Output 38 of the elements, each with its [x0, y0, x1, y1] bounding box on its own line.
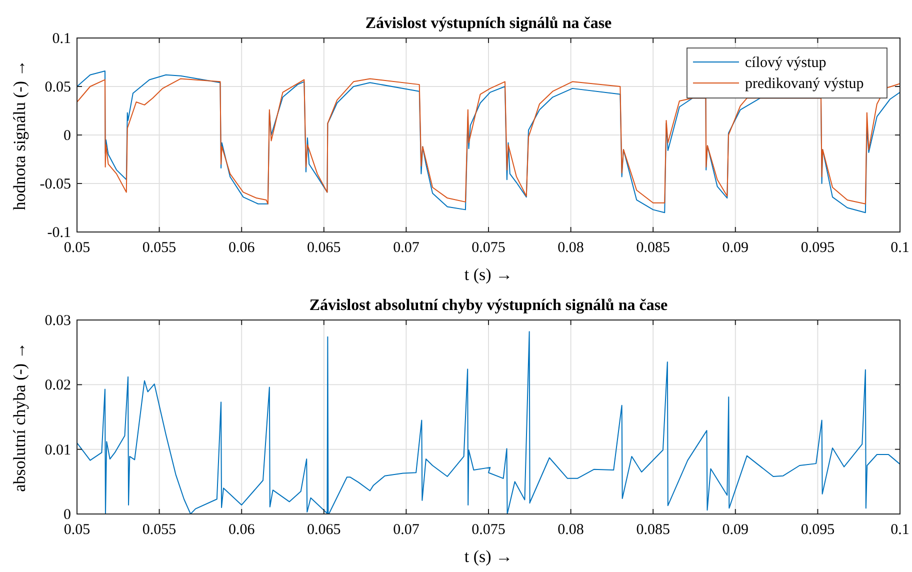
x-tick-label: 0.085 — [636, 522, 670, 538]
y-tick-label: 0.02 — [44, 378, 71, 394]
x-tick-label: 0.09 — [722, 240, 749, 256]
x-tick-label: 0.055 — [142, 240, 176, 256]
chart-title: Závislost absolutní chyby výstupních signálů na čase — [309, 297, 668, 314]
x-tick-label: 0.055 — [142, 522, 176, 538]
y-tick-label: 0.01 — [44, 442, 71, 458]
x-tick-label: 0.095 — [800, 522, 835, 538]
x-tick-label: 0.07 — [393, 522, 420, 538]
x-tick-label: 0.09 — [722, 522, 749, 538]
line-series — [77, 331, 900, 514]
x-tick-label: 0.08 — [558, 240, 584, 256]
y-tick-label: 0.03 — [44, 313, 71, 329]
x-tick-label: 0.075 — [472, 522, 506, 538]
y-tick-label: 0.1 — [52, 31, 71, 47]
chart-title: Závislost výstupních signálů na čase — [365, 15, 612, 32]
y-tick-label: 0.05 — [44, 80, 71, 96]
x-tick-label: 0.065 — [307, 240, 341, 256]
y-tick-label: 0 — [64, 128, 71, 144]
x-tick-label: 0.07 — [393, 240, 420, 256]
x-tick-label: 0.065 — [307, 522, 341, 538]
y-tick-label: -0.1 — [47, 225, 71, 241]
x-tick-label: 0.1 — [890, 522, 910, 538]
y-tick-label: -0.05 — [40, 176, 71, 192]
x-tick-label: 0.1 — [890, 240, 910, 256]
legend-label: cílový výstup — [745, 55, 826, 71]
x-tick-label: 0.06 — [228, 240, 256, 256]
y-axis-title: absolutní chyba (-) → — [10, 342, 29, 492]
x-tick-label: 0.06 — [228, 522, 256, 538]
x-tick-label: 0.085 — [636, 240, 670, 256]
x-axis-title: t (s) → — [464, 265, 513, 284]
x-tick-label: 0.08 — [558, 522, 584, 538]
x-axis-title: t (s) → — [464, 547, 513, 566]
legend-label: predikovaný výstup — [745, 76, 864, 92]
x-tick-label: 0.095 — [800, 240, 835, 256]
x-tick-label: 0.075 — [472, 240, 506, 256]
y-tick-label: 0 — [64, 507, 71, 523]
y-axis-title: hodnota signálu (-) → — [10, 60, 29, 210]
